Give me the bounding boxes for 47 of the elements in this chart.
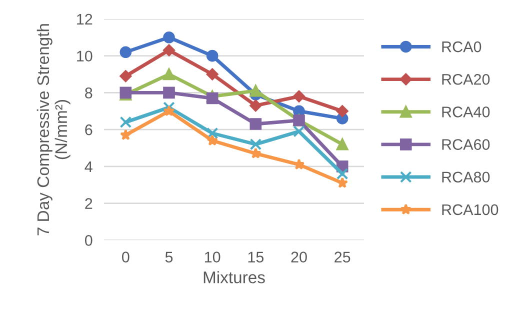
point <box>120 70 132 82</box>
point <box>206 50 218 62</box>
point <box>120 116 132 128</box>
point <box>206 92 218 104</box>
point <box>163 102 175 114</box>
point <box>206 127 218 140</box>
point <box>163 44 175 56</box>
y-tick-label: 10 <box>77 50 92 62</box>
x-tick-label: 15 <box>248 252 264 262</box>
point <box>163 68 175 80</box>
y-tick-label: 8 <box>85 88 92 98</box>
legend-label: RCA40 <box>442 106 490 118</box>
point <box>336 105 348 118</box>
x-tick-label: 10 <box>205 252 220 262</box>
point <box>163 86 175 99</box>
x-tick-label: 25 <box>334 252 350 262</box>
legend-label: RCA100 <box>442 204 498 216</box>
legend-label: RCA60 <box>442 139 490 150</box>
point <box>250 118 262 130</box>
x-axis-title: Mixtures <box>204 271 265 284</box>
point <box>120 46 132 58</box>
point <box>163 31 175 44</box>
point <box>250 148 262 158</box>
y-axis-title: 7 Day Compressive Strength (N/mm²) <box>36 24 70 236</box>
point <box>293 125 305 138</box>
x-tick-label: 5 <box>165 252 173 262</box>
x-tick-label: 20 <box>291 252 307 262</box>
y-tick-label: 12 <box>77 14 92 24</box>
point <box>163 105 175 116</box>
point <box>336 177 348 188</box>
legend-label: RCA0 <box>442 41 482 52</box>
legend-label: RCA80 <box>442 172 490 183</box>
point <box>250 100 262 112</box>
point <box>206 68 218 80</box>
y-tick-label: 0 <box>84 235 92 246</box>
y-tick-label: 4 <box>84 161 92 172</box>
legend-label: RCA20 <box>442 74 490 85</box>
point <box>120 129 132 140</box>
point <box>250 84 262 97</box>
point <box>206 134 218 146</box>
y-tick-label: 6 <box>85 124 92 136</box>
point <box>250 138 262 150</box>
x-tick-label: 0 <box>122 252 130 262</box>
point <box>336 138 348 150</box>
point <box>293 90 305 102</box>
point <box>336 168 348 180</box>
y-tick-label: 2 <box>85 198 92 209</box>
